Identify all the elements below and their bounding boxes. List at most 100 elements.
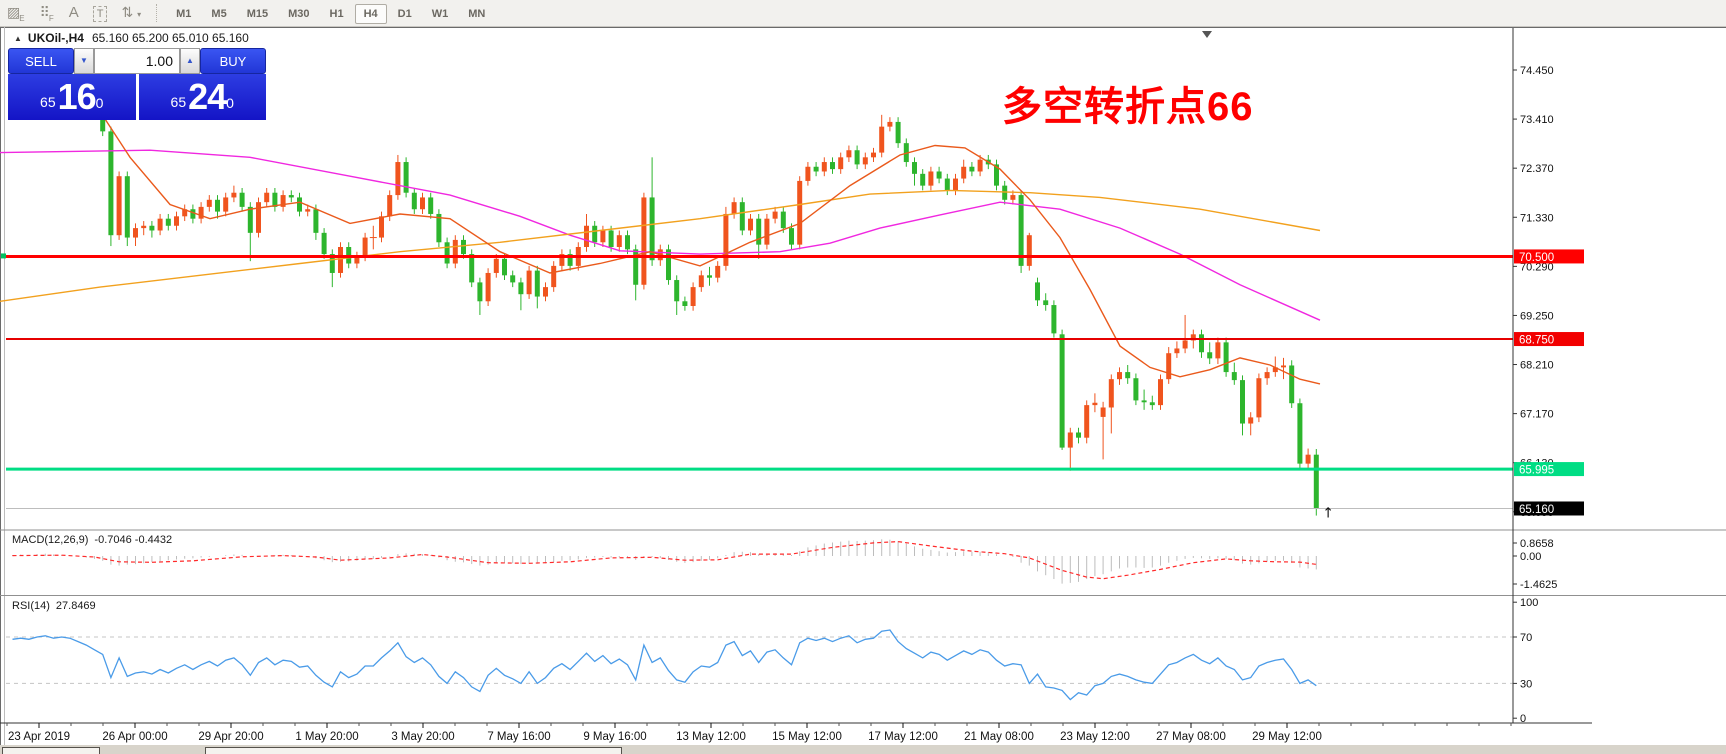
candle-body: [944, 178, 950, 191]
candle-body: [297, 197, 302, 212]
candle-body: [485, 272, 491, 302]
timeframe-H4[interactable]: H4: [354, 4, 387, 24]
candle-body: [1051, 305, 1057, 334]
candle-body: [1149, 402, 1155, 406]
timeframe-D1[interactable]: D1: [397, 8, 412, 20]
price-tick-label: 71.330: [1520, 212, 1554, 224]
time-axis-label: 21 May 08:00: [964, 731, 1034, 743]
candle-body: [608, 230, 614, 247]
volume-increase-button[interactable]: ▲: [180, 48, 200, 74]
timeframe-M5[interactable]: M5: [211, 8, 227, 20]
candle-body: [551, 265, 557, 288]
textbox-t-icon[interactable]: T: [92, 5, 108, 22]
candle-body: [1199, 334, 1204, 353]
toolbar-separator: [156, 4, 158, 22]
timeframe-M15[interactable]: M15: [246, 8, 269, 20]
candle-body: [797, 180, 803, 245]
candle-body: [994, 164, 999, 186]
candle-body: [428, 197, 434, 214]
candle-body: [887, 121, 893, 127]
candle-body: [141, 225, 147, 229]
candle-body: [502, 258, 507, 276]
candle-body: [977, 159, 983, 172]
candle-body: [584, 225, 589, 247]
candle-body: [723, 213, 729, 266]
candle-body: [1190, 334, 1196, 341]
candle-body: [452, 239, 458, 264]
candle-body: [698, 275, 704, 288]
buy-button[interactable]: BUY: [200, 48, 266, 74]
candle-body: [1297, 403, 1303, 464]
price-badge-label: 68.750: [1519, 335, 1554, 347]
time-axis-label: 23 Apr 2019: [8, 731, 70, 743]
candle-body: [1117, 372, 1122, 380]
collapse-panel-icon[interactable]: ▲: [14, 34, 22, 43]
arrange-arrows-icon[interactable]: ⇅ ▾: [121, 3, 142, 20]
candle-body: [1166, 353, 1172, 380]
sell-price-display[interactable]: 65160: [8, 74, 136, 120]
candle-body: [477, 282, 483, 302]
macd-axis-label: -1.4625: [1520, 579, 1557, 591]
candle-body: [789, 228, 794, 245]
candle-body: [1026, 235, 1032, 266]
candle-body: [1264, 372, 1270, 379]
timeframe-MN[interactable]: MN: [468, 8, 486, 20]
candle-body: [411, 192, 417, 210]
candle-body: [846, 150, 852, 158]
bottom-tab[interactable]: [2, 747, 100, 754]
candle-body: [1092, 402, 1098, 406]
candle-body: [1272, 367, 1278, 373]
price-badge: [1514, 332, 1584, 347]
timeframe-W1[interactable]: W1: [431, 8, 449, 20]
candle-body: [543, 287, 548, 297]
rsi-axis-label: 100: [1520, 597, 1538, 609]
timeframe-M30[interactable]: M30: [288, 8, 310, 20]
chart-annotation-text: 多空转折点66: [1002, 85, 1254, 129]
sell-button[interactable]: SELL: [8, 48, 74, 74]
candle-body: [1240, 380, 1245, 424]
candle-body: [1248, 417, 1254, 424]
volume-decrease-button[interactable]: ▼: [74, 48, 94, 74]
time-axis-label: 27 May 08:00: [1156, 731, 1226, 743]
candle-body: [1035, 282, 1040, 301]
hatch-e-icon[interactable]: ▨E: [7, 3, 25, 23]
candle-body: [534, 270, 540, 297]
price-badge-label: 65.160: [1519, 504, 1554, 516]
time-axis-label: 9 May 16:00: [583, 731, 646, 743]
macd-label: MACD(12,26,9): [12, 534, 89, 546]
candle-body: [616, 235, 622, 247]
buy-price-display[interactable]: 65240: [138, 74, 266, 120]
price-badge: [1514, 249, 1584, 264]
rsi-value: 27.8469: [55, 600, 96, 612]
grid-f-icon[interactable]: ⠿F: [39, 3, 54, 23]
fast-ma-orange: [89, 95, 1321, 385]
timeframe-H1[interactable]: H1: [329, 8, 344, 20]
candle-body: [329, 254, 335, 273]
candle-body: [215, 199, 220, 212]
mid-ma-gold: [0, 189, 1321, 302]
candle-body: [436, 213, 442, 243]
volume-input[interactable]: [95, 49, 179, 73]
candle-body: [1010, 195, 1016, 200]
text-a-icon[interactable]: A: [68, 4, 79, 21]
candle-body: [1076, 432, 1081, 438]
candle-body: [1158, 379, 1163, 406]
candle-body: [247, 206, 253, 233]
candle-body: [403, 162, 409, 193]
candle-body: [862, 157, 868, 165]
candle-body: [493, 258, 499, 273]
candle-body: [518, 282, 524, 295]
candle-body: [567, 254, 573, 266]
bottom-tab[interactable]: [205, 747, 622, 754]
time-axis-label: 29 May 12:00: [1252, 731, 1322, 743]
timeframe-M1[interactable]: M1: [176, 8, 192, 20]
time-axis-label: 7 May 16:00: [487, 731, 550, 743]
candle-body: [444, 242, 450, 264]
candle-body: [633, 249, 639, 285]
candle-body: [666, 249, 671, 281]
macd-axis-label: 0.00: [1520, 551, 1541, 563]
candle-body: [321, 232, 327, 255]
candle-body: [674, 280, 680, 302]
candle-body: [1100, 407, 1106, 417]
